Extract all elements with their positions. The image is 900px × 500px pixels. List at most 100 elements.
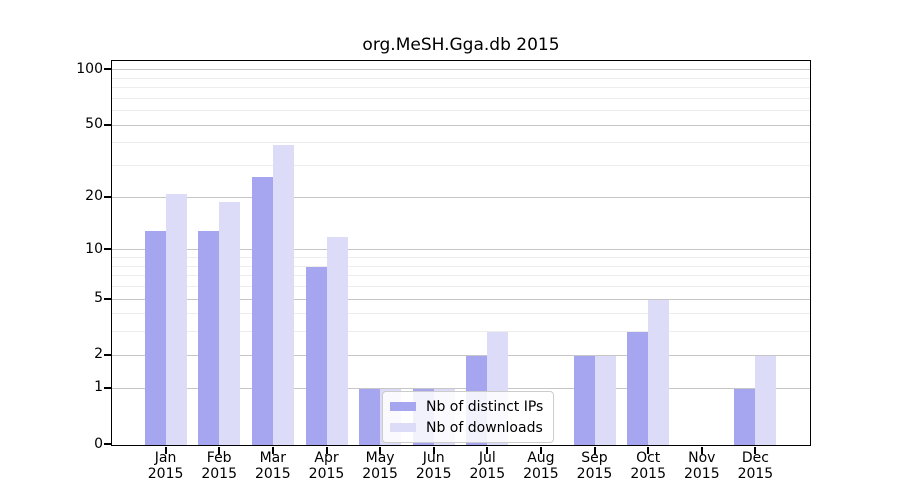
gridline-major bbox=[112, 196, 810, 198]
gridline-major bbox=[112, 387, 810, 389]
x-tick-label: Jun 2015 bbox=[399, 450, 469, 482]
y-tick-mark bbox=[104, 353, 111, 356]
bar-distinct-ips-dec bbox=[734, 388, 756, 445]
x-tick-month: Oct bbox=[636, 450, 661, 466]
x-tick-year: 2015 bbox=[737, 466, 774, 482]
y-tick-label: 1 bbox=[94, 379, 103, 396]
gridline-minor bbox=[112, 257, 810, 258]
legend-entry: Nb of downloads bbox=[390, 417, 543, 438]
x-tick-year: 2015 bbox=[254, 466, 291, 482]
x-tick-year: 2015 bbox=[683, 466, 720, 482]
gridline-major bbox=[112, 354, 810, 356]
x-tick-year: 2015 bbox=[147, 466, 184, 482]
gridline-minor bbox=[112, 77, 810, 79]
gridline-minor bbox=[112, 275, 810, 277]
gridline-major bbox=[112, 298, 810, 300]
x-tick-year: 2015 bbox=[362, 466, 398, 482]
gridline-minor bbox=[112, 97, 810, 99]
y-tick-mark bbox=[104, 123, 111, 126]
y-tick-label: 2 bbox=[94, 346, 103, 363]
x-tick-label: Feb 2015 bbox=[184, 450, 254, 482]
x-tick-mark bbox=[218, 447, 221, 454]
x-tick-mark bbox=[539, 447, 542, 454]
x-tick-label: Jul 2015 bbox=[452, 450, 522, 482]
bar-distinct-ips-feb bbox=[198, 230, 220, 445]
bar-downloads-oct bbox=[648, 299, 670, 445]
x-tick-label: Mar 2015 bbox=[238, 450, 308, 482]
x-tick-mark bbox=[271, 447, 274, 454]
gridline-minor bbox=[112, 265, 810, 267]
gridline-minor bbox=[112, 142, 810, 144]
x-tick-mark bbox=[486, 447, 489, 454]
legend-label: Nb of distinct IPs bbox=[426, 398, 544, 415]
x-tick-label: May 2015 bbox=[345, 450, 415, 482]
y-tick-label: 5 bbox=[94, 290, 103, 306]
gridline-major bbox=[112, 69, 810, 71]
x-tick-mark bbox=[593, 447, 596, 454]
x-tick-label: Sep 2015 bbox=[560, 450, 630, 482]
legend: Nb of distinct IPs Nb of downloads bbox=[382, 391, 555, 443]
x-tick-month: Jan bbox=[154, 450, 177, 466]
x-tick-mark bbox=[379, 447, 382, 454]
x-tick-label: Oct 2015 bbox=[613, 450, 683, 482]
x-tick-month: Dec bbox=[741, 450, 769, 466]
gridline-minor bbox=[112, 331, 810, 333]
gridline-major bbox=[112, 124, 810, 126]
bar-downloads-mar bbox=[272, 145, 294, 445]
y-tick-label: 10 bbox=[85, 240, 103, 257]
y-tick-mark bbox=[104, 443, 111, 445]
x-tick-month: May bbox=[365, 450, 395, 466]
y-tick-mark bbox=[104, 297, 111, 300]
x-tick-year: 2015 bbox=[415, 466, 452, 482]
y-tick-mark bbox=[104, 195, 111, 198]
y-tick-label: 50 bbox=[85, 116, 103, 133]
bar-distinct-ips-mar bbox=[251, 177, 273, 445]
legend-label: Nb of downloads bbox=[426, 419, 543, 436]
x-tick-mark bbox=[432, 447, 435, 454]
y-tick-mark bbox=[104, 68, 111, 71]
bar-downloads-dec bbox=[755, 355, 777, 445]
legend-entry: Nb of distinct IPs bbox=[390, 396, 543, 417]
y-tick-label: 20 bbox=[85, 188, 103, 205]
x-tick-year: 2015 bbox=[308, 466, 345, 482]
bar-distinct-ips-apr bbox=[305, 266, 327, 445]
gridline-minor bbox=[112, 313, 810, 315]
x-tick-label: Nov 2015 bbox=[667, 450, 737, 482]
bar-distinct-ips-jan bbox=[144, 230, 166, 445]
x-tick-year: 2015 bbox=[576, 466, 613, 482]
x-tick-label: Aug 2015 bbox=[506, 450, 576, 482]
x-tick-month: Aug bbox=[527, 450, 555, 466]
x-tick-year: 2015 bbox=[469, 466, 506, 482]
bar-downloads-apr bbox=[326, 236, 348, 445]
bar-downloads-jan bbox=[165, 194, 187, 445]
bar-downloads-sep bbox=[594, 355, 616, 445]
x-tick-month: Feb bbox=[206, 450, 232, 466]
x-tick-month: Jul bbox=[478, 450, 496, 466]
x-tick-month: Mar bbox=[259, 450, 286, 466]
x-tick-year: 2015 bbox=[201, 466, 237, 482]
bar-distinct-ips-sep bbox=[573, 355, 595, 445]
y-tick-label: 0 bbox=[94, 435, 103, 452]
x-tick-mark bbox=[325, 447, 328, 454]
x-tick-mark bbox=[647, 447, 650, 454]
y-tick-mark bbox=[104, 386, 111, 389]
x-tick-label: Dec 2015 bbox=[720, 450, 790, 482]
x-tick-label: Apr 2015 bbox=[292, 450, 362, 482]
x-tick-month: Apr bbox=[314, 450, 339, 466]
y-tick-mark bbox=[104, 248, 111, 251]
x-tick-mark bbox=[164, 447, 167, 454]
x-tick-month: Jun bbox=[422, 450, 445, 466]
gridline-minor bbox=[112, 87, 810, 89]
legend-swatch-downloads bbox=[390, 423, 416, 432]
x-tick-mark bbox=[754, 447, 757, 454]
x-tick-mark bbox=[700, 447, 703, 454]
gridline-minor bbox=[112, 165, 810, 167]
bar-downloads-feb bbox=[219, 201, 241, 445]
plot-area: 0 1 2 5 10 20 50 100 Jan 2015 Feb 2015 Mar 2015 Apr 201… bbox=[76, 60, 811, 482]
gridline-major bbox=[112, 249, 810, 251]
bar-distinct-ips-may bbox=[359, 388, 381, 445]
gridline-minor bbox=[112, 286, 810, 287]
chart-title: org.MeSH.Gga.db 2015 bbox=[362, 35, 560, 55]
x-tick-year: 2015 bbox=[630, 466, 666, 482]
